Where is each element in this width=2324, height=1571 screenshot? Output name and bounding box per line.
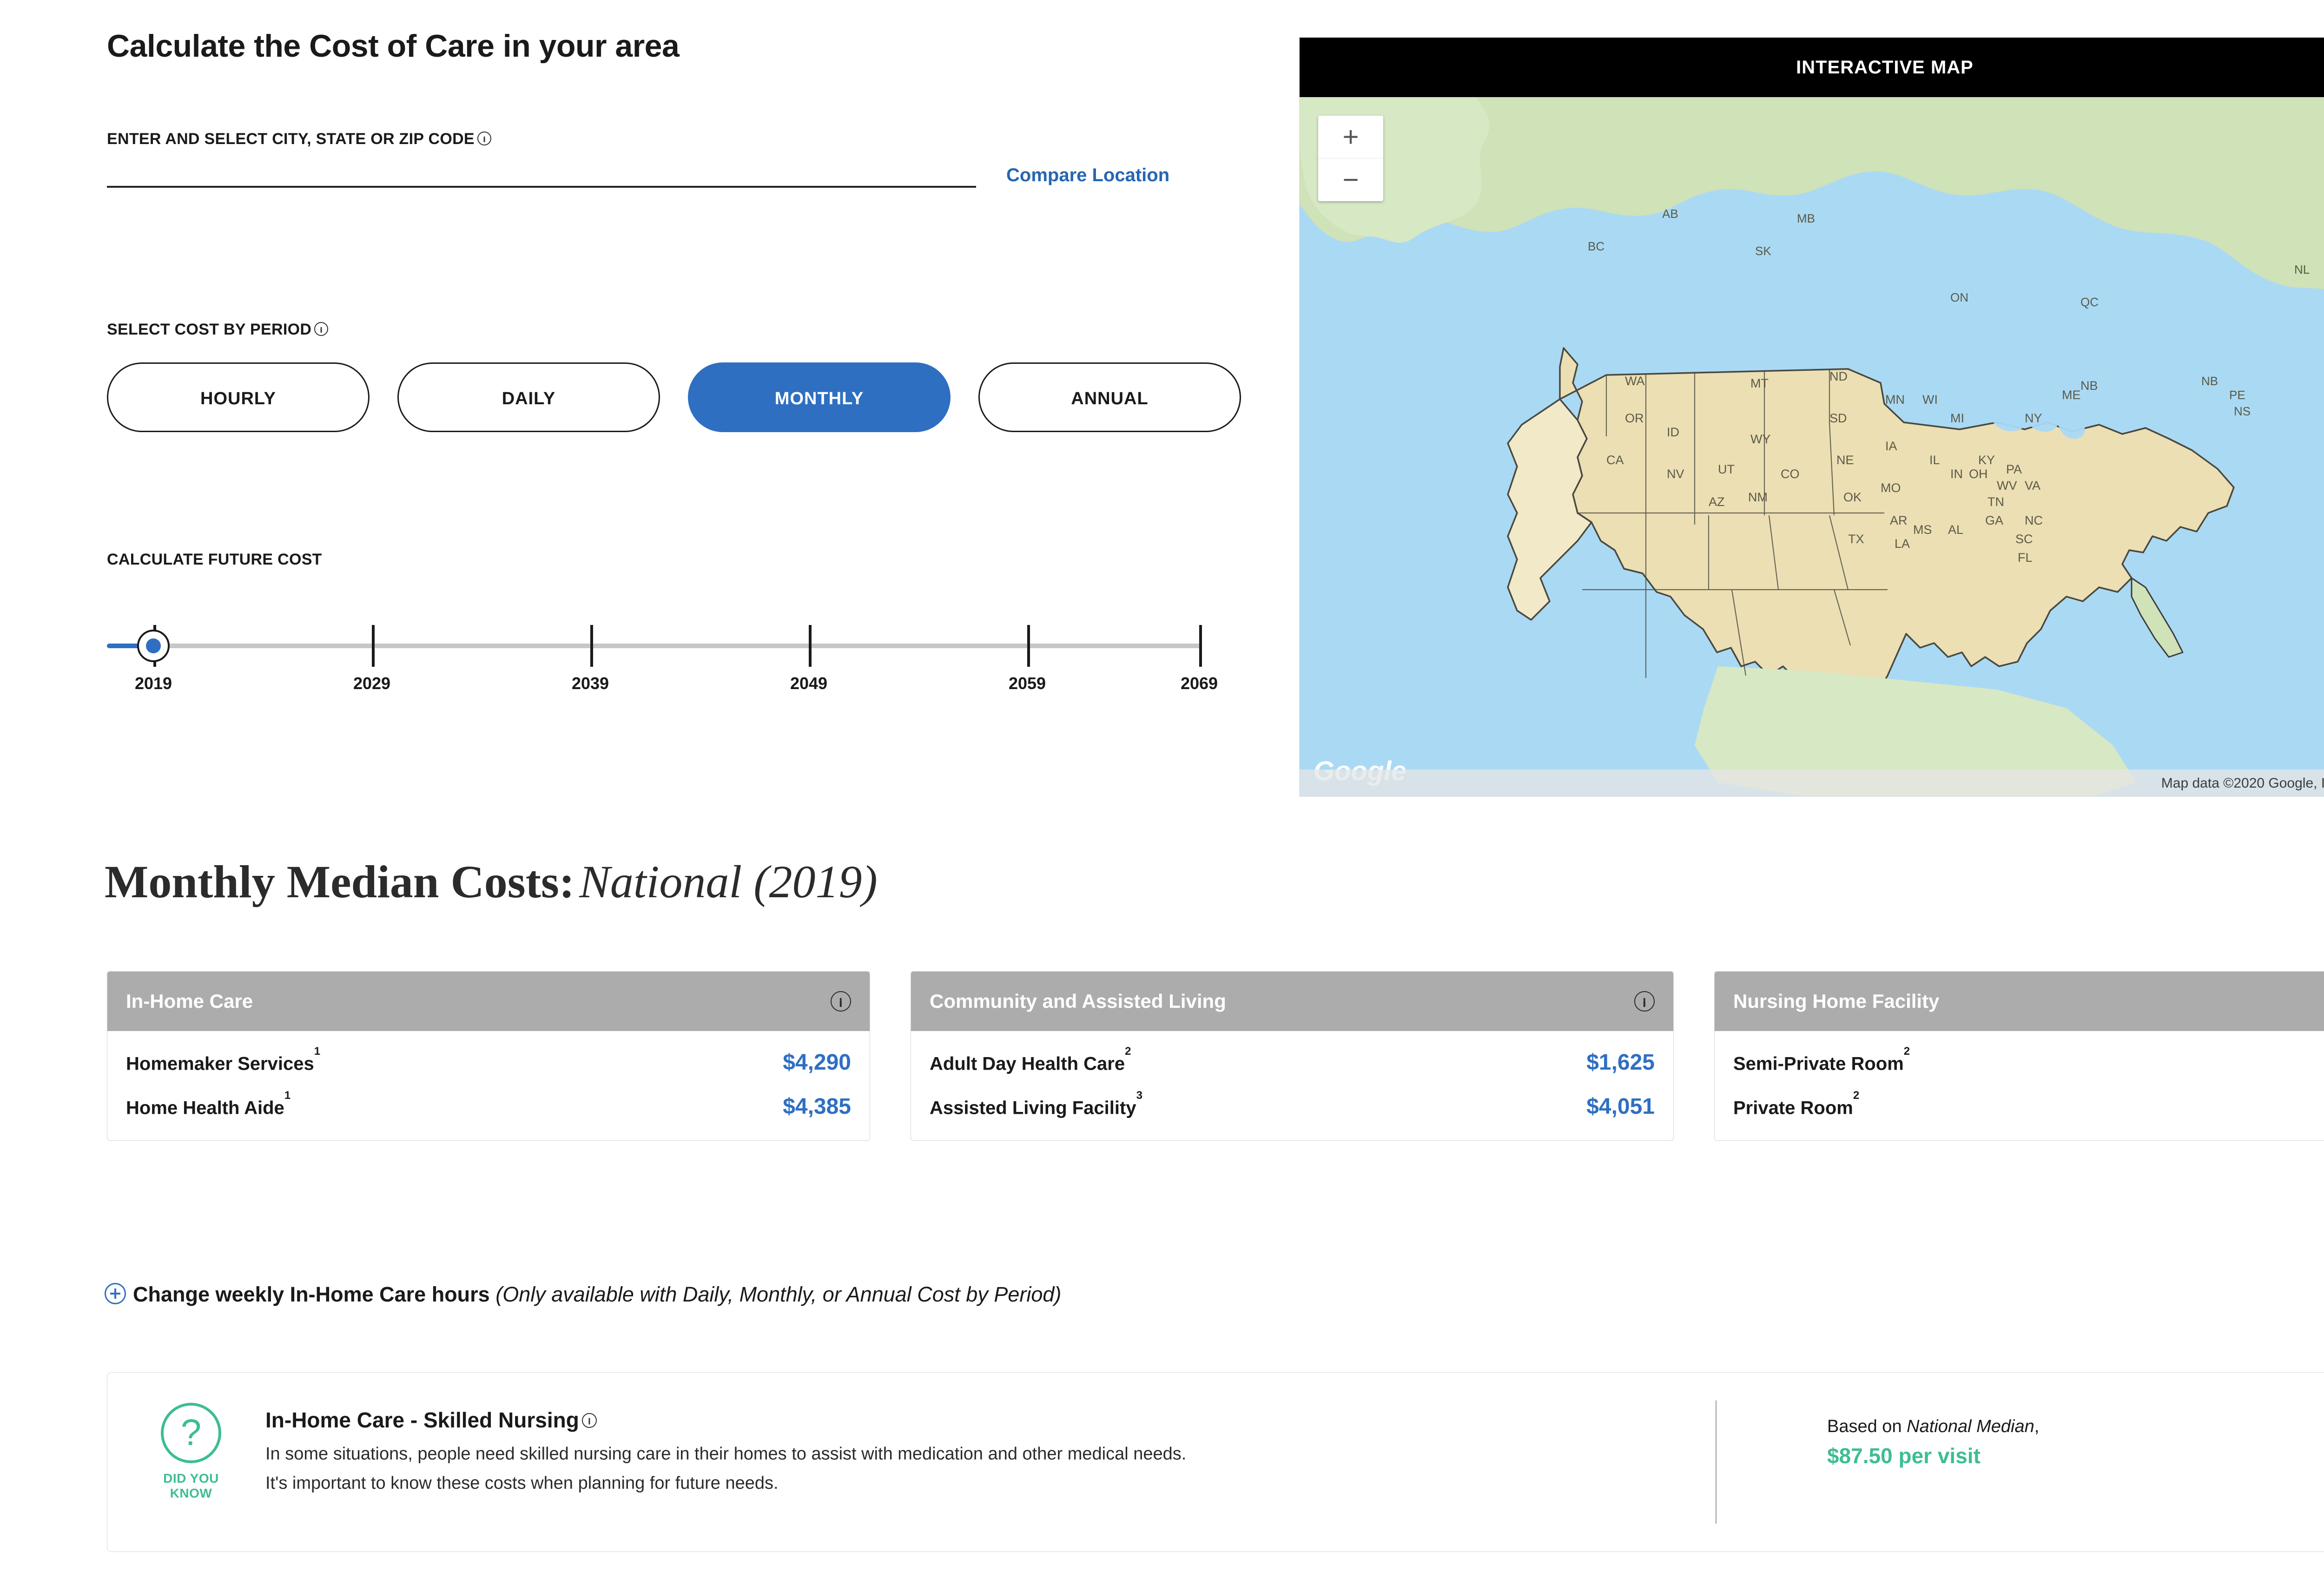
svg-text:PA: PA [2006, 462, 2022, 476]
svg-text:OK: OK [1843, 490, 1862, 504]
svg-text:IN: IN [1950, 467, 1963, 481]
svg-text:MB: MB [1797, 211, 1815, 225]
svg-text:WY: WY [1750, 432, 1771, 446]
svg-text:AB: AB [1662, 207, 1678, 221]
svg-text:ID: ID [1667, 425, 1679, 439]
svg-text:IA: IA [1885, 439, 1897, 453]
svg-text:TN: TN [1987, 495, 2004, 509]
svg-text:SK: SK [1755, 244, 1771, 258]
svg-text:AR: AR [1890, 513, 1908, 527]
svg-text:AL: AL [1948, 523, 1963, 537]
svg-text:MN: MN [1885, 393, 1905, 407]
svg-text:CA: CA [1606, 453, 1624, 467]
svg-text:FL: FL [2018, 551, 2033, 565]
svg-text:MI: MI [1950, 411, 1964, 425]
svg-text:LA: LA [1895, 537, 1910, 551]
svg-text:UT: UT [1718, 462, 1735, 476]
svg-text:NC: NC [2025, 513, 2043, 527]
svg-text:MO: MO [1881, 481, 1901, 495]
svg-text:IL: IL [1929, 453, 1940, 467]
svg-text:ME: ME [2062, 388, 2081, 402]
svg-text:PE: PE [2229, 388, 2245, 402]
svg-text:AZ: AZ [1709, 495, 1725, 509]
svg-text:VA: VA [2025, 479, 2040, 493]
svg-text:KY: KY [1978, 453, 1995, 467]
svg-text:TX: TX [1848, 532, 1864, 546]
svg-text:?: ? [181, 1412, 202, 1453]
svg-text:NY: NY [2025, 411, 2042, 425]
svg-text:CO: CO [1781, 467, 1800, 481]
svg-text:NV: NV [1667, 467, 1684, 481]
svg-text:NM: NM [1748, 490, 1768, 504]
svg-text:NS: NS [2234, 404, 2251, 418]
svg-text:NE: NE [1836, 453, 1854, 467]
svg-text:QC: QC [2080, 295, 2099, 309]
svg-text:MS: MS [1913, 523, 1932, 537]
svg-text:NB: NB [2080, 379, 2098, 393]
svg-text:OR: OR [1625, 411, 1644, 425]
svg-text:OH: OH [1969, 467, 1988, 481]
svg-text:GA: GA [1985, 513, 2003, 527]
svg-text:SC: SC [2015, 532, 2033, 546]
svg-text:SD: SD [1829, 411, 1847, 425]
svg-text:NB: NB [2201, 374, 2218, 388]
svg-text:BC: BC [1588, 239, 1604, 253]
svg-text:WI: WI [1922, 393, 1938, 407]
svg-text:ON: ON [1950, 290, 1968, 304]
svg-text:NL: NL [2294, 263, 2310, 276]
svg-text:ND: ND [1829, 369, 1848, 383]
svg-text:WV: WV [1997, 479, 2017, 493]
svg-text:WA: WA [1625, 374, 1645, 388]
svg-text:MT: MT [1750, 376, 1769, 390]
